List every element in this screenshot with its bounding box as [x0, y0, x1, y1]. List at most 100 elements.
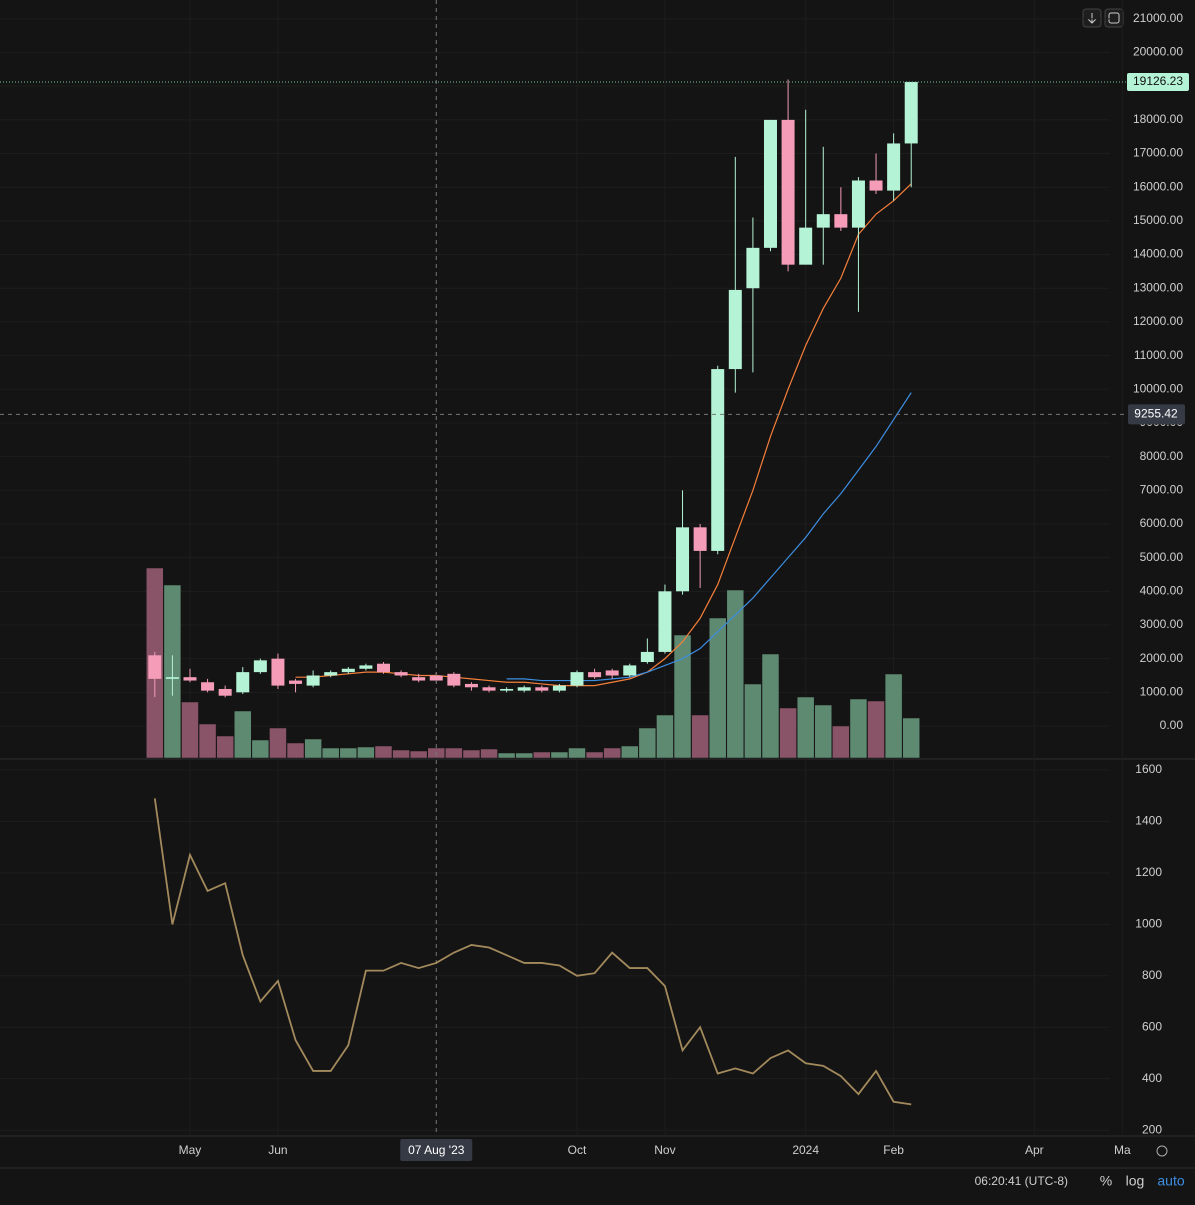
volume-bar: [304, 738, 322, 759]
down-icon: [1087, 13, 1097, 24]
y-tick-label: 14000.00: [1133, 247, 1183, 261]
y-tick-label: 8000.00: [1140, 449, 1184, 463]
volume-bar: [603, 747, 621, 759]
candle-body: [306, 675, 320, 686]
y-tick-label: 16000.00: [1133, 179, 1183, 193]
volume-bar: [480, 748, 498, 759]
candle-body: [640, 651, 654, 663]
candle-body: [376, 663, 390, 673]
y-tick-label: 1600: [1135, 762, 1162, 776]
settings-icon[interactable]: [1156, 1145, 1168, 1157]
candle-body: [711, 369, 725, 551]
y-tick-label: 1000.00: [1140, 685, 1184, 699]
auto-button[interactable]: auto: [1157, 1173, 1184, 1189]
candle-body: [253, 660, 267, 673]
last-price-badge: [1127, 72, 1189, 91]
volume-bar: [726, 589, 745, 759]
candle-body: [500, 688, 514, 691]
y-tick-label: 4000.00: [1140, 583, 1184, 597]
y-tick-label: 7000.00: [1140, 482, 1184, 496]
candle-body: [359, 665, 373, 669]
candle-body: [341, 668, 355, 673]
candle-body: [165, 677, 179, 679]
crosshair-price-label: 9255.42: [1134, 407, 1178, 421]
candle-body: [218, 688, 232, 696]
candle-body: [816, 214, 830, 228]
volume-bar: [251, 739, 270, 759]
volume-bar: [321, 747, 340, 759]
candle-body: [183, 677, 197, 681]
volume-bar: [374, 745, 393, 759]
candle-body: [887, 143, 901, 191]
x-tick-label: May: [179, 1143, 202, 1157]
volume-bar: [286, 742, 305, 759]
y-tick-label: 0.00: [1160, 718, 1184, 732]
x-tick-label: Apr: [1025, 1143, 1044, 1157]
volume-bar: [339, 747, 358, 759]
volume-bar: [867, 700, 885, 759]
y-tick-label: 1200: [1135, 865, 1162, 879]
candle-body: [324, 672, 338, 676]
candle-body: [834, 214, 848, 228]
y-tick-label: 2000.00: [1140, 651, 1184, 665]
volume-bar: [198, 723, 217, 759]
percent-button[interactable]: %: [1100, 1173, 1112, 1189]
x-tick-label: Feb: [883, 1143, 904, 1157]
volume-bar: [550, 751, 569, 759]
candle-body: [148, 655, 162, 679]
volume-bar: [691, 714, 709, 759]
candle-body: [676, 527, 690, 592]
candle-body: [781, 119, 795, 265]
candle-body: [535, 687, 549, 691]
x-tick-label: 2024: [792, 1143, 819, 1157]
indicator-line: [153, 798, 912, 1106]
crosshair-price-badge: [1128, 404, 1185, 425]
volume-bar: [409, 750, 428, 759]
volume-bar: [902, 717, 920, 759]
candle-body: [201, 682, 215, 691]
volume-bar: [234, 710, 252, 759]
y-tick-label: 1400: [1135, 814, 1162, 828]
y-tick-label: 13000.00: [1133, 280, 1183, 294]
y-tick-label: 21000.00: [1133, 11, 1183, 25]
reset-button[interactable]: [1104, 8, 1124, 28]
candle-body: [289, 680, 303, 684]
candle-body: [482, 687, 496, 691]
candle-body: [658, 591, 672, 652]
volume-bar: [533, 751, 551, 759]
candle-body: [851, 180, 865, 228]
volume-bar: [568, 747, 586, 759]
candle-body: [869, 180, 883, 191]
volume-bar: [832, 725, 850, 759]
candle-body: [236, 672, 250, 693]
volume-bar: [779, 707, 797, 759]
y-tick-label: 5000.00: [1140, 550, 1184, 564]
y-tick-label: 15000.00: [1133, 213, 1183, 227]
volume-bar: [708, 617, 727, 759]
volume-bar: [744, 683, 762, 759]
volume-bar: [884, 673, 903, 759]
volume-bar: [761, 653, 780, 759]
candle-body: [623, 665, 637, 676]
log-button[interactable]: log: [1126, 1173, 1145, 1189]
volume-bar: [445, 747, 463, 759]
candle-body: [746, 247, 760, 289]
x-tick-label: Nov: [654, 1143, 675, 1157]
x-tick-label: Jun: [268, 1143, 287, 1157]
volume-bar: [849, 698, 868, 759]
volume-bar: [497, 752, 516, 759]
candle-body: [728, 289, 742, 370]
y-tick-label: 12000.00: [1133, 314, 1183, 328]
x-tick-label: Oct: [568, 1143, 587, 1157]
candle-body: [394, 672, 408, 676]
y-tick-label: 3000.00: [1140, 617, 1184, 631]
candle-body: [517, 687, 531, 691]
y-tick-label: 20000.00: [1133, 45, 1183, 59]
volume-bar: [656, 714, 674, 759]
x-tick-label: Ma: [1114, 1143, 1131, 1157]
candle-body: [570, 672, 584, 686]
volume-bar: [216, 735, 234, 759]
y-tick-label: 400: [1142, 1071, 1162, 1085]
